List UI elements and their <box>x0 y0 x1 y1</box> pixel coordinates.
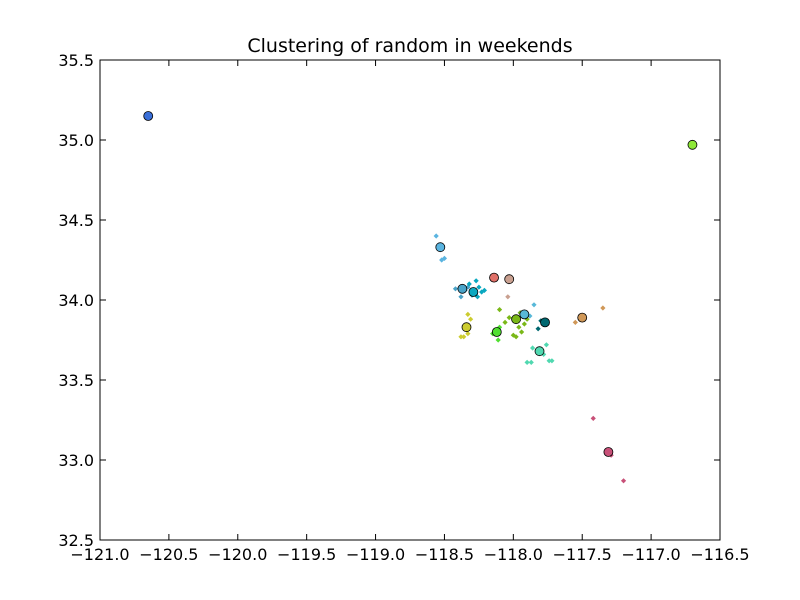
data-point <box>590 415 596 421</box>
data-point <box>465 331 471 337</box>
x-tick-label: −118.5 <box>415 545 474 564</box>
cluster-centroid <box>603 447 614 457</box>
x-tick-label: −119.5 <box>277 545 336 564</box>
data-point <box>531 302 537 308</box>
data-point <box>620 478 627 484</box>
data-point <box>441 255 448 261</box>
y-tick-label: 32.5 <box>58 531 94 550</box>
x-tick-label: −118.0 <box>484 545 543 564</box>
x-tick-label: −116.5 <box>690 545 749 564</box>
cluster-centroid <box>534 346 545 357</box>
cluster-centroid <box>461 322 472 333</box>
data-point <box>502 319 508 325</box>
y-tick-label: 33.0 <box>58 451 94 470</box>
y-tick-label: 35.5 <box>58 51 94 70</box>
data-point <box>519 329 525 335</box>
cluster-centroid <box>491 327 502 337</box>
data-point <box>468 316 474 322</box>
plot-area: −121.0 −120.5 −120.0 −119.5 −119.0 −118.5 −118… <box>58 51 749 564</box>
cluster-centroid <box>511 314 521 325</box>
data-point <box>530 345 536 351</box>
data-point <box>506 315 512 321</box>
data-point <box>546 358 552 364</box>
data-point <box>458 334 464 340</box>
data-point <box>528 359 534 365</box>
data-point <box>541 351 547 357</box>
data-point <box>600 305 606 311</box>
x-tick-label: −117.5 <box>553 545 612 564</box>
y-tick-label: 34.5 <box>58 211 94 230</box>
cluster-centroid <box>143 111 154 121</box>
data-point <box>543 342 549 348</box>
data-point <box>461 334 467 340</box>
data-point <box>495 337 501 343</box>
data-point <box>535 326 541 332</box>
data-point <box>481 287 487 293</box>
cluster-centroid <box>519 309 530 320</box>
data-point <box>476 284 482 290</box>
cluster-centroid <box>457 283 468 294</box>
data-point <box>496 307 503 313</box>
data-point <box>466 281 472 287</box>
cluster-centroid <box>468 287 479 297</box>
x-tick-label: −117.0 <box>622 545 681 564</box>
data-point <box>572 319 578 325</box>
cluster-centroid <box>687 139 698 150</box>
x-tick-label: −120.5 <box>139 545 198 564</box>
data-point <box>524 359 530 365</box>
data-point <box>549 358 555 364</box>
y-tick-label: 34.0 <box>58 291 94 310</box>
cluster-centroid <box>435 242 446 253</box>
y-tick-label: 33.5 <box>58 371 94 390</box>
data-point <box>465 311 471 317</box>
x-tick-label: −121.0 <box>70 545 129 564</box>
data-point <box>505 294 511 300</box>
data-point <box>465 284 471 290</box>
data-point <box>510 332 516 338</box>
data-point <box>524 316 530 322</box>
chart-title: Clustering of random in weekends <box>247 35 572 57</box>
x-tick-label: −119.0 <box>346 545 405 564</box>
cluster-centroid <box>504 274 515 285</box>
data-point <box>452 286 459 292</box>
y-tick-label: 35.0 <box>58 131 94 150</box>
cluster-centroid <box>577 312 588 323</box>
data-point <box>433 233 439 239</box>
data-point <box>473 278 479 284</box>
cluster-centroid <box>489 272 499 283</box>
cluster-centroid <box>540 317 550 328</box>
data-point <box>458 294 464 300</box>
data-point <box>516 324 522 330</box>
x-tick-label: −120.0 <box>208 545 267 564</box>
data-point <box>521 321 527 327</box>
